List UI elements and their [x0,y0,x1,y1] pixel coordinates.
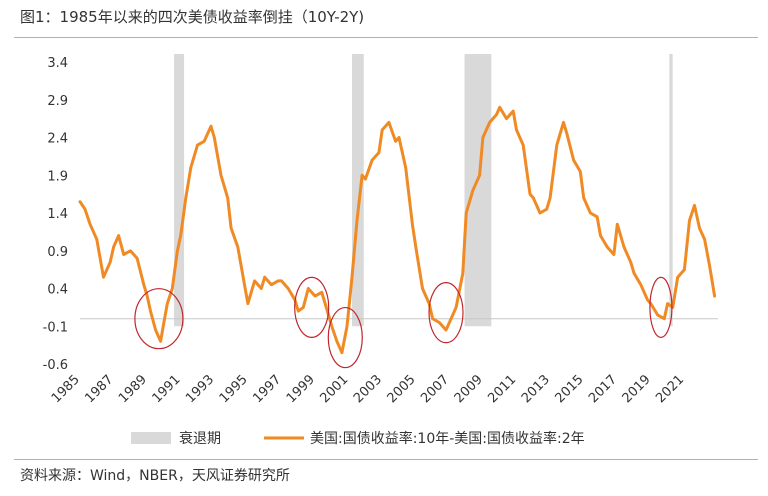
y-tick-label: -0.1 [43,320,68,335]
y-tick-label: 1.4 [47,207,68,222]
x-tick-label: 1993 [183,372,217,406]
y-tick-label: 1.9 [47,169,68,184]
x-tick-label: 2019 [620,372,654,406]
legend-recession-label: 衰退期 [179,430,221,447]
x-tick-label: 1991 [150,372,184,406]
inversion-circle-2 [327,306,363,369]
x-tick-label: 2001 [317,372,351,406]
source-note: 资料来源：Wind，NBER，天风证券研究所 [20,468,290,484]
y-tick-label: -0.6 [43,358,68,373]
recession-band-3 [669,54,673,327]
x-tick-label: 1989 [116,372,150,406]
x-tick-label: 2003 [351,372,385,406]
inversion-circle-3 [428,282,464,344]
inversion-circle-1 [294,276,330,338]
chart-title: 图1：1985年以来的四次美债收益率倒挂（10Y-2Y) [20,8,365,26]
x-tick-label: 1999 [284,372,318,406]
y-tick-label: 2.9 [47,94,68,109]
y-tick-label: 3.4 [47,56,68,71]
x-tick-label: 2009 [452,372,486,406]
recession-band-0 [174,54,185,327]
legend-band-swatch [131,432,171,444]
recession-band-1 [351,54,364,327]
x-tick-label: 1985 [49,372,83,406]
recession-band-2 [464,54,492,327]
x-tick-label: 1987 [82,372,116,406]
x-tick-label: 2005 [385,372,419,406]
series-line-0 [78,105,717,355]
x-tick-label: 1997 [250,372,284,406]
legend-series-label: 美国:国债收益率:10年-美国:国债收益率:2年 [310,430,585,447]
inversion-circle-4 [649,276,673,338]
inversion-circle-0 [134,288,184,350]
x-tick-label: 2015 [553,372,587,406]
top-divider [14,37,758,38]
x-tick-label: 2011 [485,372,519,406]
x-tick-label: 2007 [418,372,452,406]
x-tick-label: 1995 [217,372,251,406]
y-tick-label: 0.9 [47,245,68,260]
y-tick-label: 2.4 [47,132,68,147]
x-tick-label: 2017 [586,372,620,406]
bottom-divider [14,459,758,460]
y-tick-label: 0.4 [47,283,68,298]
x-tick-label: 2021 [653,372,687,406]
x-tick-label: 2013 [519,372,553,406]
